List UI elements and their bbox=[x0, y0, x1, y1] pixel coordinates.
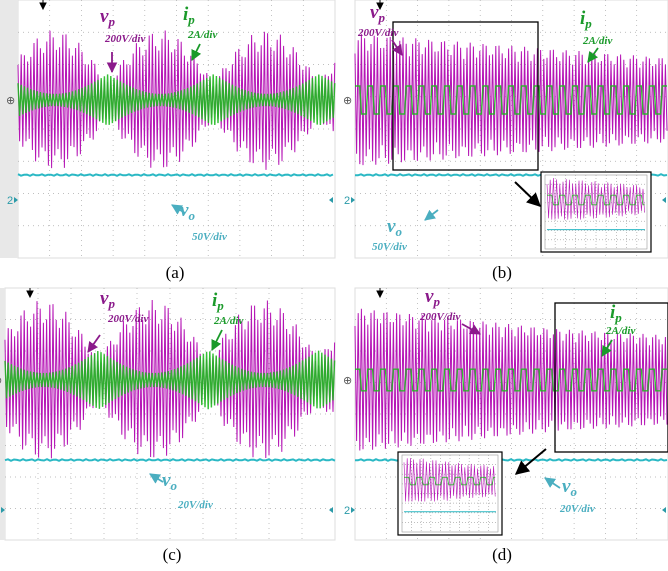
panel-caption: (c) bbox=[163, 545, 182, 564]
label-subscript: p bbox=[432, 294, 440, 309]
label-subscript: p bbox=[614, 310, 622, 325]
voltage-scale: 200V/div bbox=[107, 313, 148, 325]
label-subscript: o bbox=[570, 484, 577, 499]
scope-panel: ⊕2 bbox=[0, 0, 335, 258]
scope-sidebar bbox=[0, 288, 5, 540]
channel-1-marker: ⊕ bbox=[343, 95, 352, 107]
output-scale: 50V/div bbox=[372, 241, 407, 253]
scope-sidebar bbox=[0, 0, 18, 258]
scope-panel: ⊕2 bbox=[0, 288, 335, 540]
current-scale: 2A/div bbox=[213, 315, 243, 327]
current-scale: 2A/div bbox=[187, 29, 217, 41]
label-subscript: o bbox=[170, 478, 177, 493]
label-subscript: p bbox=[187, 12, 195, 27]
label-subscript: p bbox=[107, 296, 115, 311]
channel-1-marker: ⊕ bbox=[0, 375, 2, 387]
channel-1-marker: ⊕ bbox=[6, 95, 15, 107]
output-scale: 50V/div bbox=[192, 231, 227, 243]
output-scale: 20V/div bbox=[177, 499, 213, 511]
channel-2-pointer bbox=[351, 197, 355, 203]
label-subscript: o bbox=[188, 208, 195, 223]
channel-1-marker: ⊕ bbox=[343, 375, 352, 387]
voltage-scale: 200V/div bbox=[419, 311, 460, 323]
label-subscript: p bbox=[216, 298, 224, 313]
panel-caption: (b) bbox=[492, 263, 512, 282]
panel-caption: (a) bbox=[166, 263, 185, 282]
label-subscript: o bbox=[395, 224, 402, 239]
label-subscript: p bbox=[107, 14, 115, 29]
output-trace bbox=[18, 174, 333, 176]
channel-2-pointer bbox=[351, 507, 355, 513]
voltage-scale: 200V/div bbox=[104, 33, 145, 45]
figure: ⊕2vp200V/divip2A/divvo50V/div(a)⊕2vp200V… bbox=[0, 0, 668, 571]
channel-2-marker: 2 bbox=[344, 505, 350, 517]
channel-2-marker: 2 bbox=[344, 195, 350, 207]
output-scale: 20V/div bbox=[559, 503, 595, 515]
voltage-scale: 200V/div bbox=[357, 27, 398, 39]
current-scale: 2A/div bbox=[605, 325, 635, 337]
label-subscript: p bbox=[377, 10, 385, 25]
panel-caption: (d) bbox=[492, 545, 512, 564]
label-subscript: p bbox=[584, 16, 592, 31]
channel-2-marker: 2 bbox=[7, 195, 13, 207]
current-scale: 2A/div bbox=[582, 35, 612, 47]
